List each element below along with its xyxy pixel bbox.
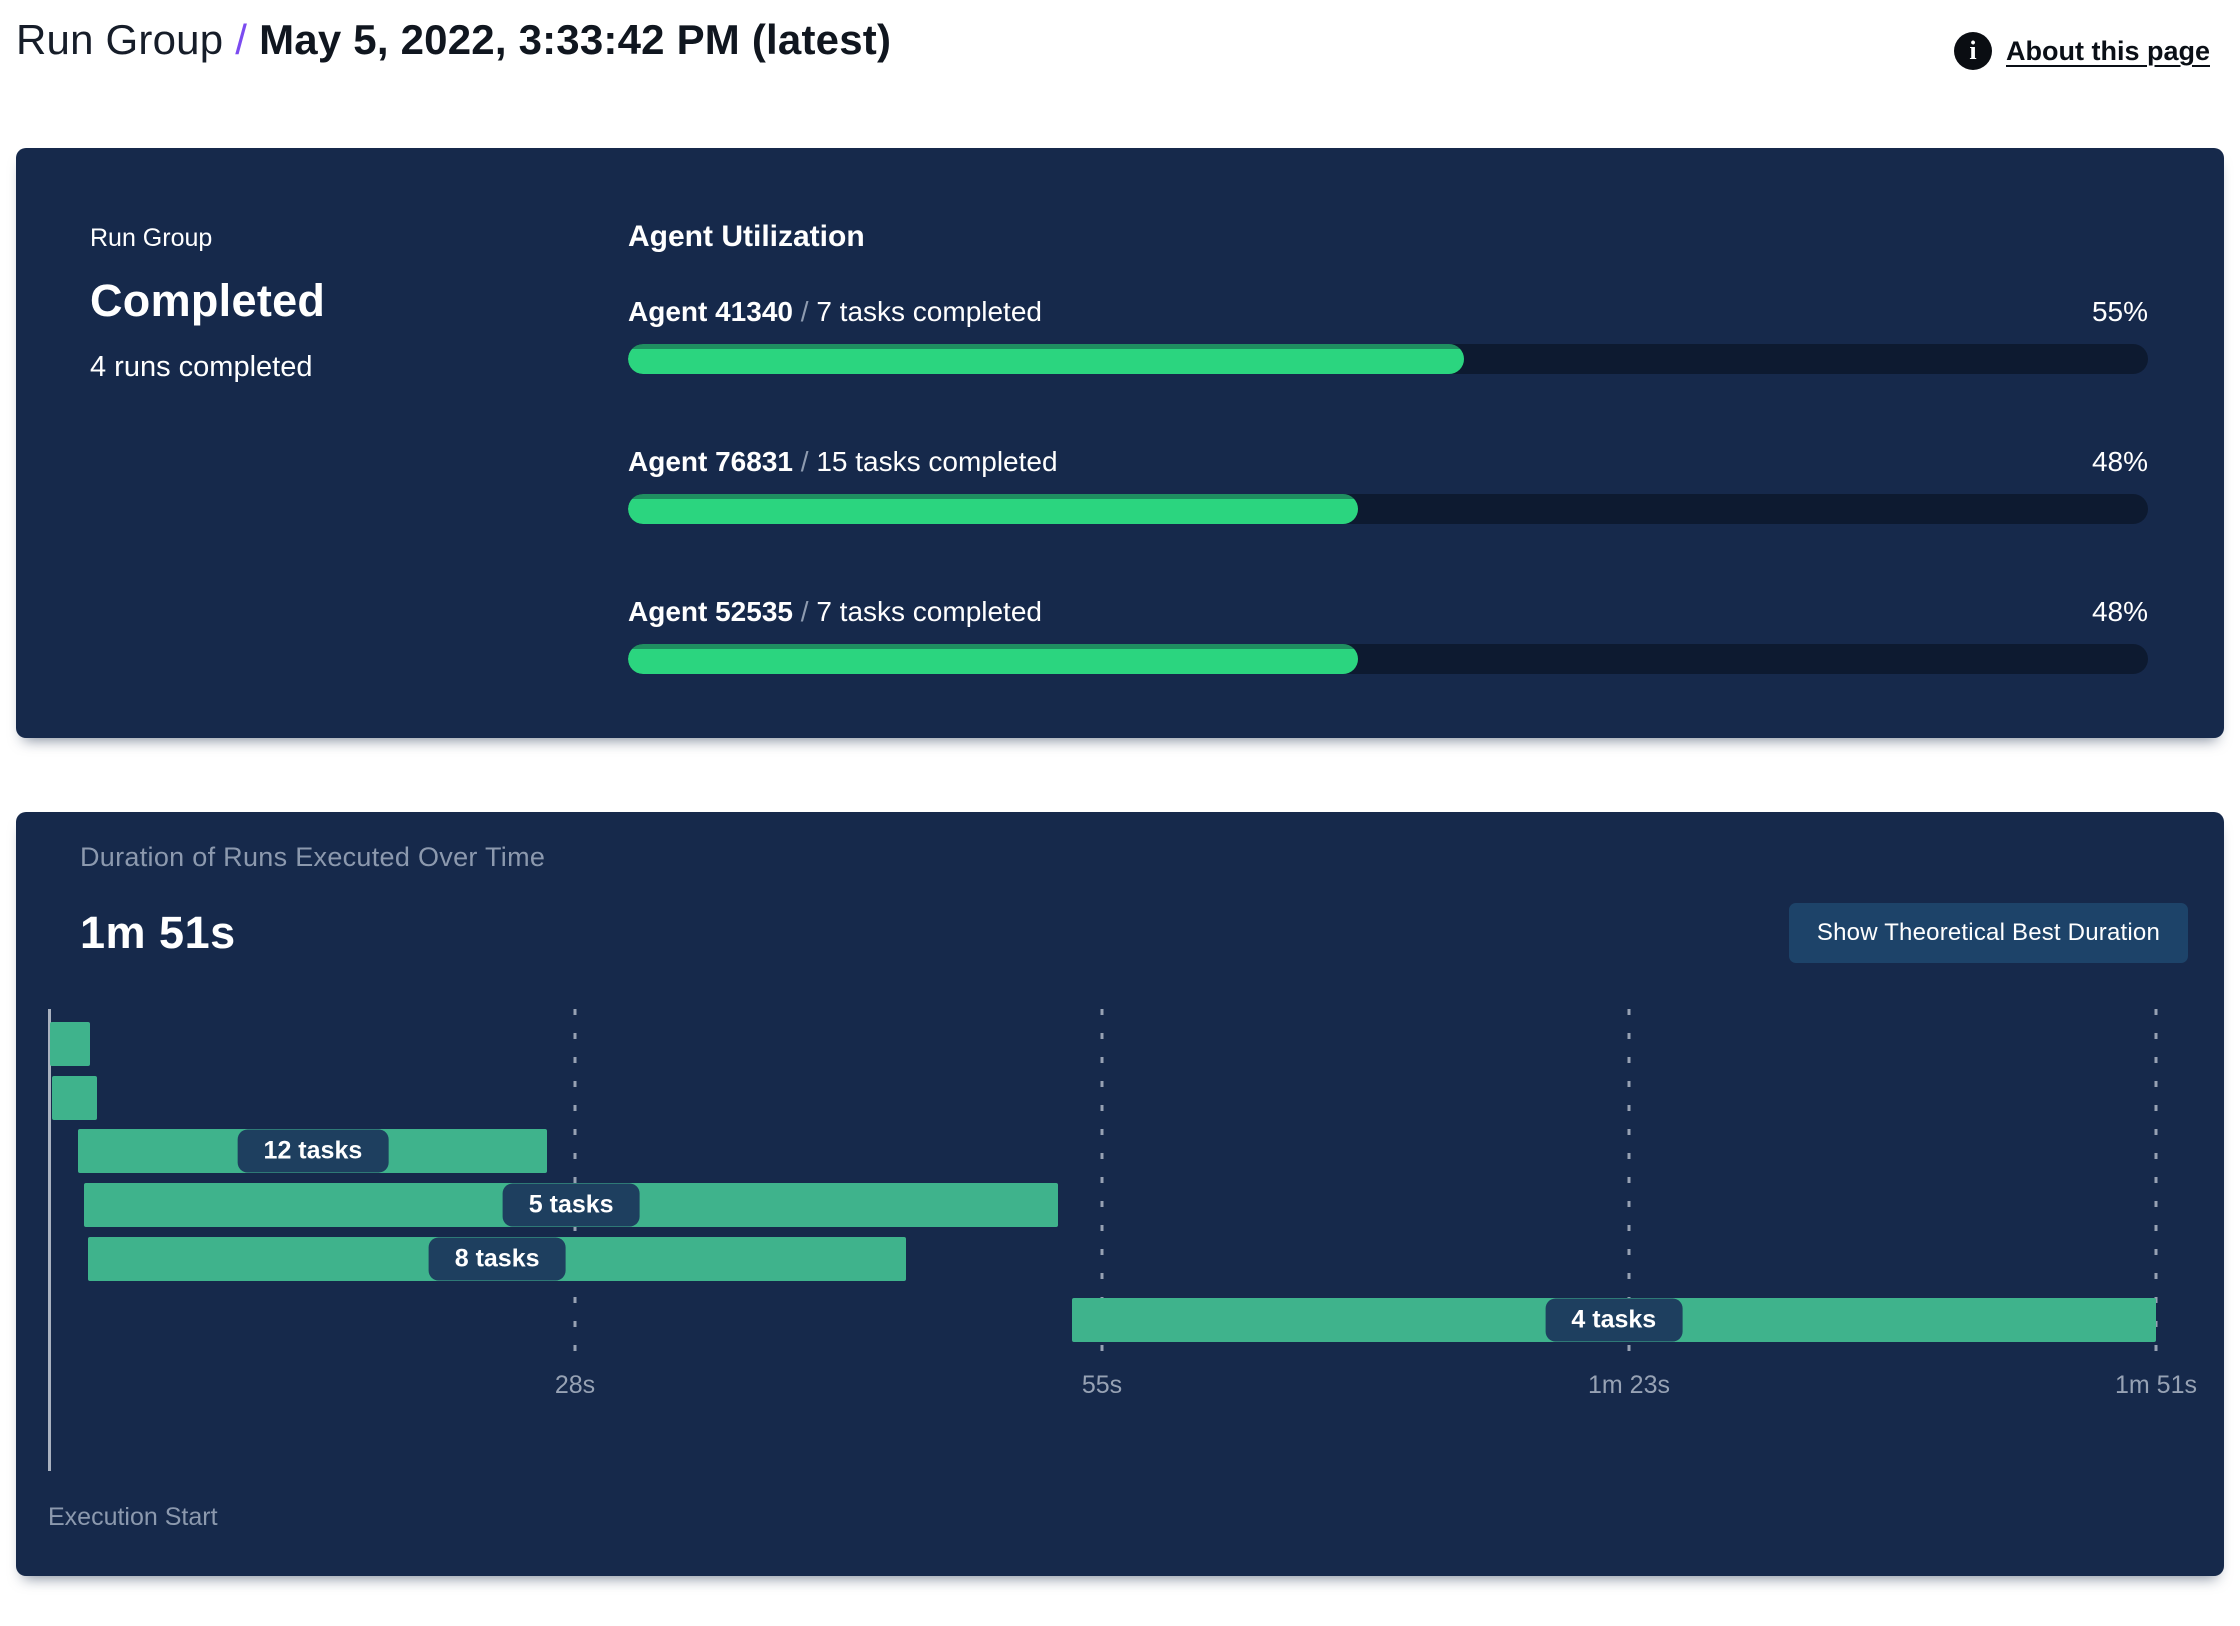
agent-progress-track — [628, 644, 2148, 674]
agent-progress-fill — [628, 494, 1358, 524]
execution-start-line — [48, 1009, 51, 1471]
agent-utilization-section: Agent Utilization Agent 41340 / 7 tasks … — [628, 220, 2148, 738]
agent-tasks-completed: 15 tasks completed — [816, 446, 1058, 477]
agent-progress-track — [628, 344, 2148, 374]
duration-panel: Duration of Runs Executed Over Time 1m 5… — [16, 812, 2224, 1576]
agent-utilization-title: Agent Utilization — [628, 220, 865, 253]
agent-row: Agent 41340 / 7 tasks completed 55% — [628, 296, 2148, 374]
axis-tick-label: 1m 23s — [1588, 1371, 1670, 1399]
page-header: Run Group / May 5, 2022, 3:33:42 PM (lates… — [0, 0, 2240, 70]
runs-completed-count: 4 runs completed — [90, 351, 313, 383]
show-theoretical-best-duration-button[interactable]: Show Theoretical Best Duration — [1788, 903, 2188, 963]
agent-row: Agent 52535 / 7 tasks completed 48% — [628, 596, 2148, 674]
agent-tasks-completed: 7 tasks completed — [816, 596, 1042, 627]
agent-name: Agent 52535 — [628, 596, 793, 627]
agent-name: Agent 41340 — [628, 296, 793, 327]
agent-separator: / — [792, 296, 817, 327]
total-duration-value: 1m 51s — [80, 907, 236, 958]
about-this-page[interactable]: i About this page — [1954, 32, 2210, 70]
agent-separator: / — [792, 446, 817, 477]
agent-progress-fill — [628, 644, 1358, 674]
agent-utilization-percent: 48% — [2091, 596, 2148, 627]
run-group-date-title: May 5, 2022, 3:33:42 PM (latest) — [259, 16, 892, 63]
duration-chart-title: Duration of Runs Executed Over Time — [80, 842, 546, 872]
info-icon[interactable]: i — [1954, 32, 1992, 70]
axis-tick-label: 55s — [1081, 1371, 1123, 1399]
run-group-status-value: Completed — [90, 275, 326, 326]
breadcrumb-separator: / — [235, 16, 248, 63]
gantt-chart: Execution Start 28s 55s 1m 23s 1m 51s 12 tas… — [48, 1009, 2197, 1569]
axis-tick-label: 1m 51s — [2115, 1371, 2197, 1399]
agent-progress-fill — [628, 344, 1464, 374]
gantt-run-bar[interactable] — [51, 1076, 98, 1120]
breadcrumb-run-group: Run Group — [16, 16, 224, 63]
gantt-run-bar[interactable] — [49, 1022, 90, 1066]
gantt-bar-task-count-label: 12 tasks — [237, 1129, 389, 1173]
run-group-summary-panel: Run Group Completed 4 runs completed Age… — [16, 148, 2224, 738]
gantt-run-bar[interactable]: 12 tasks — [78, 1129, 548, 1173]
gantt-bar-task-count-label: 5 tasks — [502, 1183, 640, 1227]
agent-name: Agent 76831 — [628, 446, 793, 477]
agent-separator: / — [792, 596, 817, 627]
axis-tick-label: 28s — [554, 1371, 596, 1399]
about-this-page-link[interactable]: About this page — [2006, 35, 2210, 66]
run-group-label: Run Group — [90, 224, 213, 252]
gantt-run-bar[interactable]: 5 tasks — [84, 1183, 1059, 1227]
gridline — [1627, 1009, 1631, 1357]
gantt-bar-task-count-label: 4 tasks — [1545, 1298, 1683, 1342]
gantt-run-bar[interactable]: 4 tasks — [1071, 1298, 2156, 1342]
agent-row: Agent 76831 / 15 tasks completed 48% — [628, 446, 2148, 524]
agent-progress-track — [628, 494, 2148, 524]
run-group-status: Run Group Completed 4 runs completed — [90, 220, 628, 738]
agent-utilization-percent: 55% — [2091, 296, 2148, 327]
page-title: Run Group / May 5, 2022, 3:33:42 PM (lates… — [16, 14, 891, 67]
agent-rows: Agent 41340 / 7 tasks completed 55% Agen… — [628, 296, 2148, 674]
gridline — [2154, 1009, 2158, 1357]
agent-utilization-percent: 48% — [2091, 446, 2148, 477]
execution-start-label: Execution Start — [48, 1503, 218, 1531]
gridline — [1100, 1009, 1104, 1357]
gantt-run-bar[interactable]: 8 tasks — [87, 1237, 907, 1281]
gantt-bar-task-count-label: 8 tasks — [428, 1237, 566, 1281]
agent-tasks-completed: 7 tasks completed — [816, 296, 1042, 327]
